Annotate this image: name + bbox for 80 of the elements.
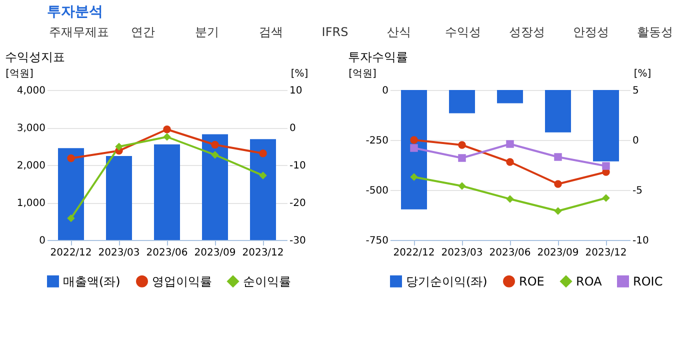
text: 검색 [259,25,283,39]
y-tick-label: -250 [366,136,388,146]
y-tick-label: 3,000 [16,123,46,134]
y-tick-label: 2,000 [16,160,46,172]
point [410,144,418,152]
point [115,142,123,150]
legend-label: 매출액(좌) [63,274,120,288]
point [211,140,219,149]
point [163,133,171,141]
y2-tick-label: -20 [290,198,306,209]
x-tick-label: 2022/12 [50,248,92,258]
chart-title: 수익성지표 [5,50,66,64]
legend-label: 순이익률 [243,274,291,288]
chart-title: 투자수익률 [348,50,408,64]
point [506,140,514,148]
bar [202,134,228,240]
point [67,214,75,222]
y2-tick-label: 0 [632,136,639,146]
bar [154,144,180,240]
point [506,158,514,166]
y2-tick-label: -5 [632,186,642,196]
x-tick-label: 2022/12 [393,248,435,258]
x-tick-label: 2023/03 [441,248,483,258]
point [259,172,267,180]
legend-label: 영업이익률 [152,274,212,288]
bar [250,139,276,240]
y-tick-label: 4,000 [16,86,46,96]
text: 투자분석 [47,4,103,20]
x-tick-label: 2023/03 [98,248,140,258]
point [458,154,466,162]
bar [58,148,84,240]
point [602,162,610,170]
point [163,126,171,134]
point [602,194,610,202]
point [211,151,219,159]
text: 주재무제표 [49,25,109,39]
text: 수익성 [445,25,481,39]
legend-label: ROIC [633,274,663,288]
point [410,136,418,144]
y2-tick-label: -10 [632,236,649,246]
y2-tick-label: 5 [632,86,639,96]
y2-axis-title: [%] [634,68,652,80]
x-tick-label: 2023/12 [242,248,284,258]
y2-tick-label: 10 [290,86,302,96]
point [67,154,75,162]
point [410,173,418,181]
text: 성장성 [509,25,545,39]
point [506,195,514,203]
point [554,153,562,161]
y2-tick-label: 0 [290,123,296,134]
y-tick-label: 0 [382,86,388,96]
y-tick-label: -500 [366,186,388,196]
legend-label: ROA [576,274,603,288]
y2-axis-title: [%] [290,68,308,80]
y-axis-title: [억원] [348,68,376,80]
text: 활동성 [637,25,673,39]
x-tick-label: 2023/06 [489,248,531,258]
text: 연간 [131,25,155,39]
point [554,207,562,215]
text: 분기 [195,25,219,39]
text: IFRS [322,25,348,39]
x-tick-label: 2023/09 [537,248,579,258]
x-tick-label: 2023/09 [194,248,236,258]
point [458,182,466,190]
y-tick-label: 1,000 [16,198,46,209]
x-tick-label: 2023/06 [146,248,188,258]
text: 산식 [387,25,411,39]
y2-tick-label: -30 [290,236,306,246]
text: 안정성 [573,25,609,39]
x-tick-label: 2023/12 [585,248,627,258]
y2-tick-label: -10 [290,160,306,172]
legend-label: ROE [519,274,544,288]
point [554,180,562,188]
bar [106,156,132,240]
y-axis-title: [억원] [6,68,34,80]
point [259,150,267,158]
y-tick-label: -750 [366,236,388,246]
y-tick-label: 0 [39,236,46,246]
legend-label: 당기순이익(좌) [406,274,488,288]
point [458,141,466,149]
